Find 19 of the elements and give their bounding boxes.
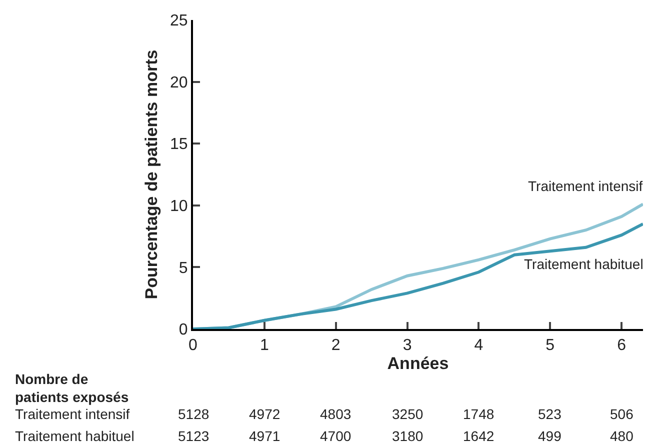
y-tick-label: 25	[170, 12, 188, 30]
x-tick-label: 1	[260, 337, 269, 354]
x-tick-label: 3	[402, 337, 412, 354]
x-tick-label: 2	[331, 337, 340, 354]
y-tick-label: 5	[178, 260, 188, 277]
x-axis-title: Années	[387, 354, 449, 374]
x-tick-label: 4	[474, 337, 484, 354]
text: Traitement intensif 5128 4972 4803 3250 1748 523 506	[15, 406, 634, 422]
series-label: Traitement habituel	[524, 256, 644, 272]
y-axis-title: Pourcentage de patients morts	[142, 50, 162, 300]
text: Nombre de patients exposés	[15, 371, 129, 406]
x-tick-label: 5	[546, 337, 555, 354]
text: Traitement habituel 5123 4971 4700 3180 1642 499 480	[15, 428, 634, 444]
y-tick-label: 15	[170, 136, 188, 154]
series-label: Traitement intensif	[528, 178, 643, 194]
x-tick-label: 6	[617, 337, 626, 354]
y-tick-label: 20	[170, 74, 188, 92]
y-tick-label: 10	[170, 198, 188, 215]
y-tick-label: 0	[178, 322, 188, 339]
